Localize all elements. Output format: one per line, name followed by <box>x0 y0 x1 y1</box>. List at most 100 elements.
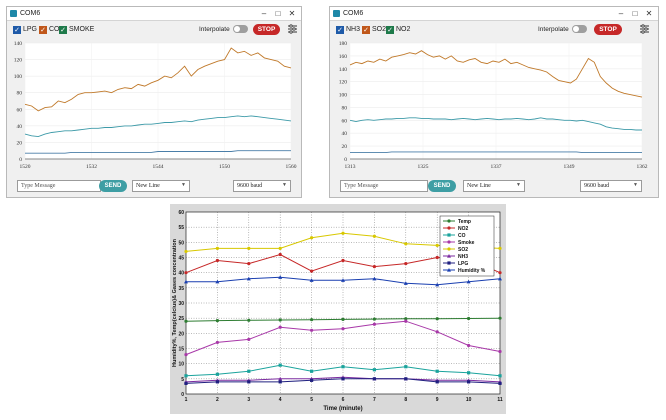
checkbox-label: LPG <box>23 26 38 33</box>
line-ending-select[interactable]: New Line ▼ <box>132 180 190 192</box>
message-input[interactable] <box>340 180 428 192</box>
y-tick-label: 5 <box>181 377 184 383</box>
minimize-button[interactable]: – <box>618 9 624 18</box>
series-checkbox-lpg[interactable]: ✓ LPG <box>13 25 37 34</box>
data-point-temp <box>310 318 314 322</box>
y-tick-label: 50 <box>178 240 184 246</box>
x-tick-label: 4 <box>279 397 282 403</box>
x-tick-label: 1325 <box>418 164 429 170</box>
checkbox-label: SO2 <box>372 26 387 33</box>
series-checkbox-nh3[interactable]: ✓ NH3 <box>336 25 360 34</box>
data-point-so2 <box>498 246 502 250</box>
x-tick-label: 3 <box>247 397 250 403</box>
y-tick-label: 100 <box>14 74 23 80</box>
y-tick-label: 60 <box>178 210 184 216</box>
send-button[interactable]: SEND <box>99 180 127 192</box>
y-tick-label: 80 <box>17 91 23 97</box>
y-tick-label: 55 <box>178 225 184 231</box>
x-tick-label: 1349 <box>564 164 575 170</box>
series-checkbox-co[interactable]: ✓ CO <box>39 25 60 34</box>
interpolate-label: Interpolate <box>199 26 230 33</box>
minimize-button[interactable]: – <box>261 9 267 18</box>
y-tick-label: 100 <box>339 93 348 99</box>
data-point-lpg <box>467 380 471 384</box>
serial-plotter-window-left: COM6 – □ ✕ ✓ LPG ✓ CO ✓ SMOKE Interpolat… <box>6 6 302 198</box>
data-point-smoke <box>372 322 376 326</box>
line-ending-select[interactable]: New Line ▼ <box>463 180 525 192</box>
legend-box <box>439 215 495 277</box>
data-point-co <box>215 372 219 376</box>
send-button[interactable]: SEND <box>428 180 456 192</box>
series-line-no2 <box>349 117 642 131</box>
line-ending-value: New Line <box>136 183 160 189</box>
y-tick-label: 20 <box>342 144 348 150</box>
y-tick-label: 120 <box>14 58 23 64</box>
series-checkbox-smoke[interactable]: ✓ SMOKE <box>59 25 94 34</box>
series-checkbox-no2[interactable]: ✓ NO2 <box>386 25 410 34</box>
serial-plot: 0 20 40 60 80 100 120 140 160 180 1313 1325 1337 1349… <box>339 41 648 170</box>
checkbox-checked-icon: ✓ <box>39 25 47 34</box>
series-line-so2 <box>349 50 643 98</box>
x-tick-label: 5 <box>310 397 313 403</box>
y-tick-label: 0 <box>344 157 347 163</box>
close-button[interactable]: ✕ <box>288 9 296 18</box>
stop-button[interactable]: STOP <box>253 24 280 35</box>
settings-menu-icon[interactable] <box>288 24 297 34</box>
baud-rate-select[interactable]: 9600 baud ▼ <box>580 180 642 192</box>
data-point-co <box>341 365 345 369</box>
data-point-temp <box>498 316 502 320</box>
legend-marker-temp <box>447 219 451 223</box>
maximize-button[interactable]: □ <box>275 9 281 18</box>
legend-label-so2: SO2 <box>458 247 468 253</box>
series-checkbox-so2[interactable]: ✓ SO2 <box>362 25 386 34</box>
data-point-humidity <box>246 276 251 281</box>
title-bar: COM6 – □ ✕ <box>330 7 658 21</box>
interpolate-label: Interpolate <box>538 26 569 33</box>
app-icon <box>10 10 17 17</box>
line-ending-value: New Line <box>467 183 491 189</box>
y-tick-label: 140 <box>14 41 23 47</box>
plotter-toolbar: ✓ NH3 ✓ SO2 ✓ NO2 Interpolate STOP <box>330 21 658 39</box>
data-point-smoke <box>310 328 314 332</box>
message-bar: SEND New Line ▼ 9600 baud ▼ <box>7 177 301 197</box>
y-tick-label: 15 <box>178 347 184 353</box>
x-tick-label: 8 <box>404 397 407 403</box>
y-tick-label: 40 <box>17 124 23 130</box>
x-tick-label: 1 <box>185 397 188 403</box>
stop-button[interactable]: STOP <box>594 24 622 35</box>
data-point-co <box>435 369 439 373</box>
y-tick-label: 30 <box>178 301 184 307</box>
settings-menu-icon[interactable] <box>640 24 649 34</box>
data-point-smoke <box>498 349 502 354</box>
data-point-temp <box>341 317 345 321</box>
data-point-no2 <box>498 271 502 275</box>
message-input[interactable] <box>17 180 101 192</box>
interpolate-toggle[interactable] <box>572 25 587 33</box>
data-point-co <box>278 363 282 367</box>
y-tick-label: 0 <box>19 157 22 163</box>
data-point-no2 <box>184 271 188 275</box>
close-button[interactable]: ✕ <box>645 9 653 18</box>
data-point-co <box>310 369 314 373</box>
chevron-down-icon: ▼ <box>516 183 521 188</box>
data-point-humidity <box>435 282 440 287</box>
data-point-humidity <box>498 276 502 281</box>
y-tick-label: 20 <box>17 140 23 146</box>
x-tick-label: 1337 <box>491 164 502 170</box>
baud-rate-select[interactable]: 9600 baud ▼ <box>233 180 291 192</box>
series-line-smoke <box>25 150 291 154</box>
checkbox-label: SMOKE <box>69 26 95 33</box>
data-point-lpg <box>184 381 188 385</box>
data-point-nh3 <box>278 376 283 381</box>
title-bar: COM6 – □ ✕ <box>7 7 301 21</box>
data-point-so2 <box>372 234 376 238</box>
legend-marker-so2 <box>447 247 451 251</box>
x-tick-label: 10 <box>466 397 472 403</box>
interpolate-toggle[interactable] <box>233 25 248 33</box>
data-point-so2 <box>247 246 251 250</box>
legend-label-smoke: Smoke <box>458 240 475 246</box>
y-tick-label: 140 <box>339 67 348 73</box>
maximize-button[interactable]: □ <box>632 9 638 18</box>
data-point-smoke <box>404 319 408 323</box>
x-tick-label: 1544 <box>153 164 164 170</box>
